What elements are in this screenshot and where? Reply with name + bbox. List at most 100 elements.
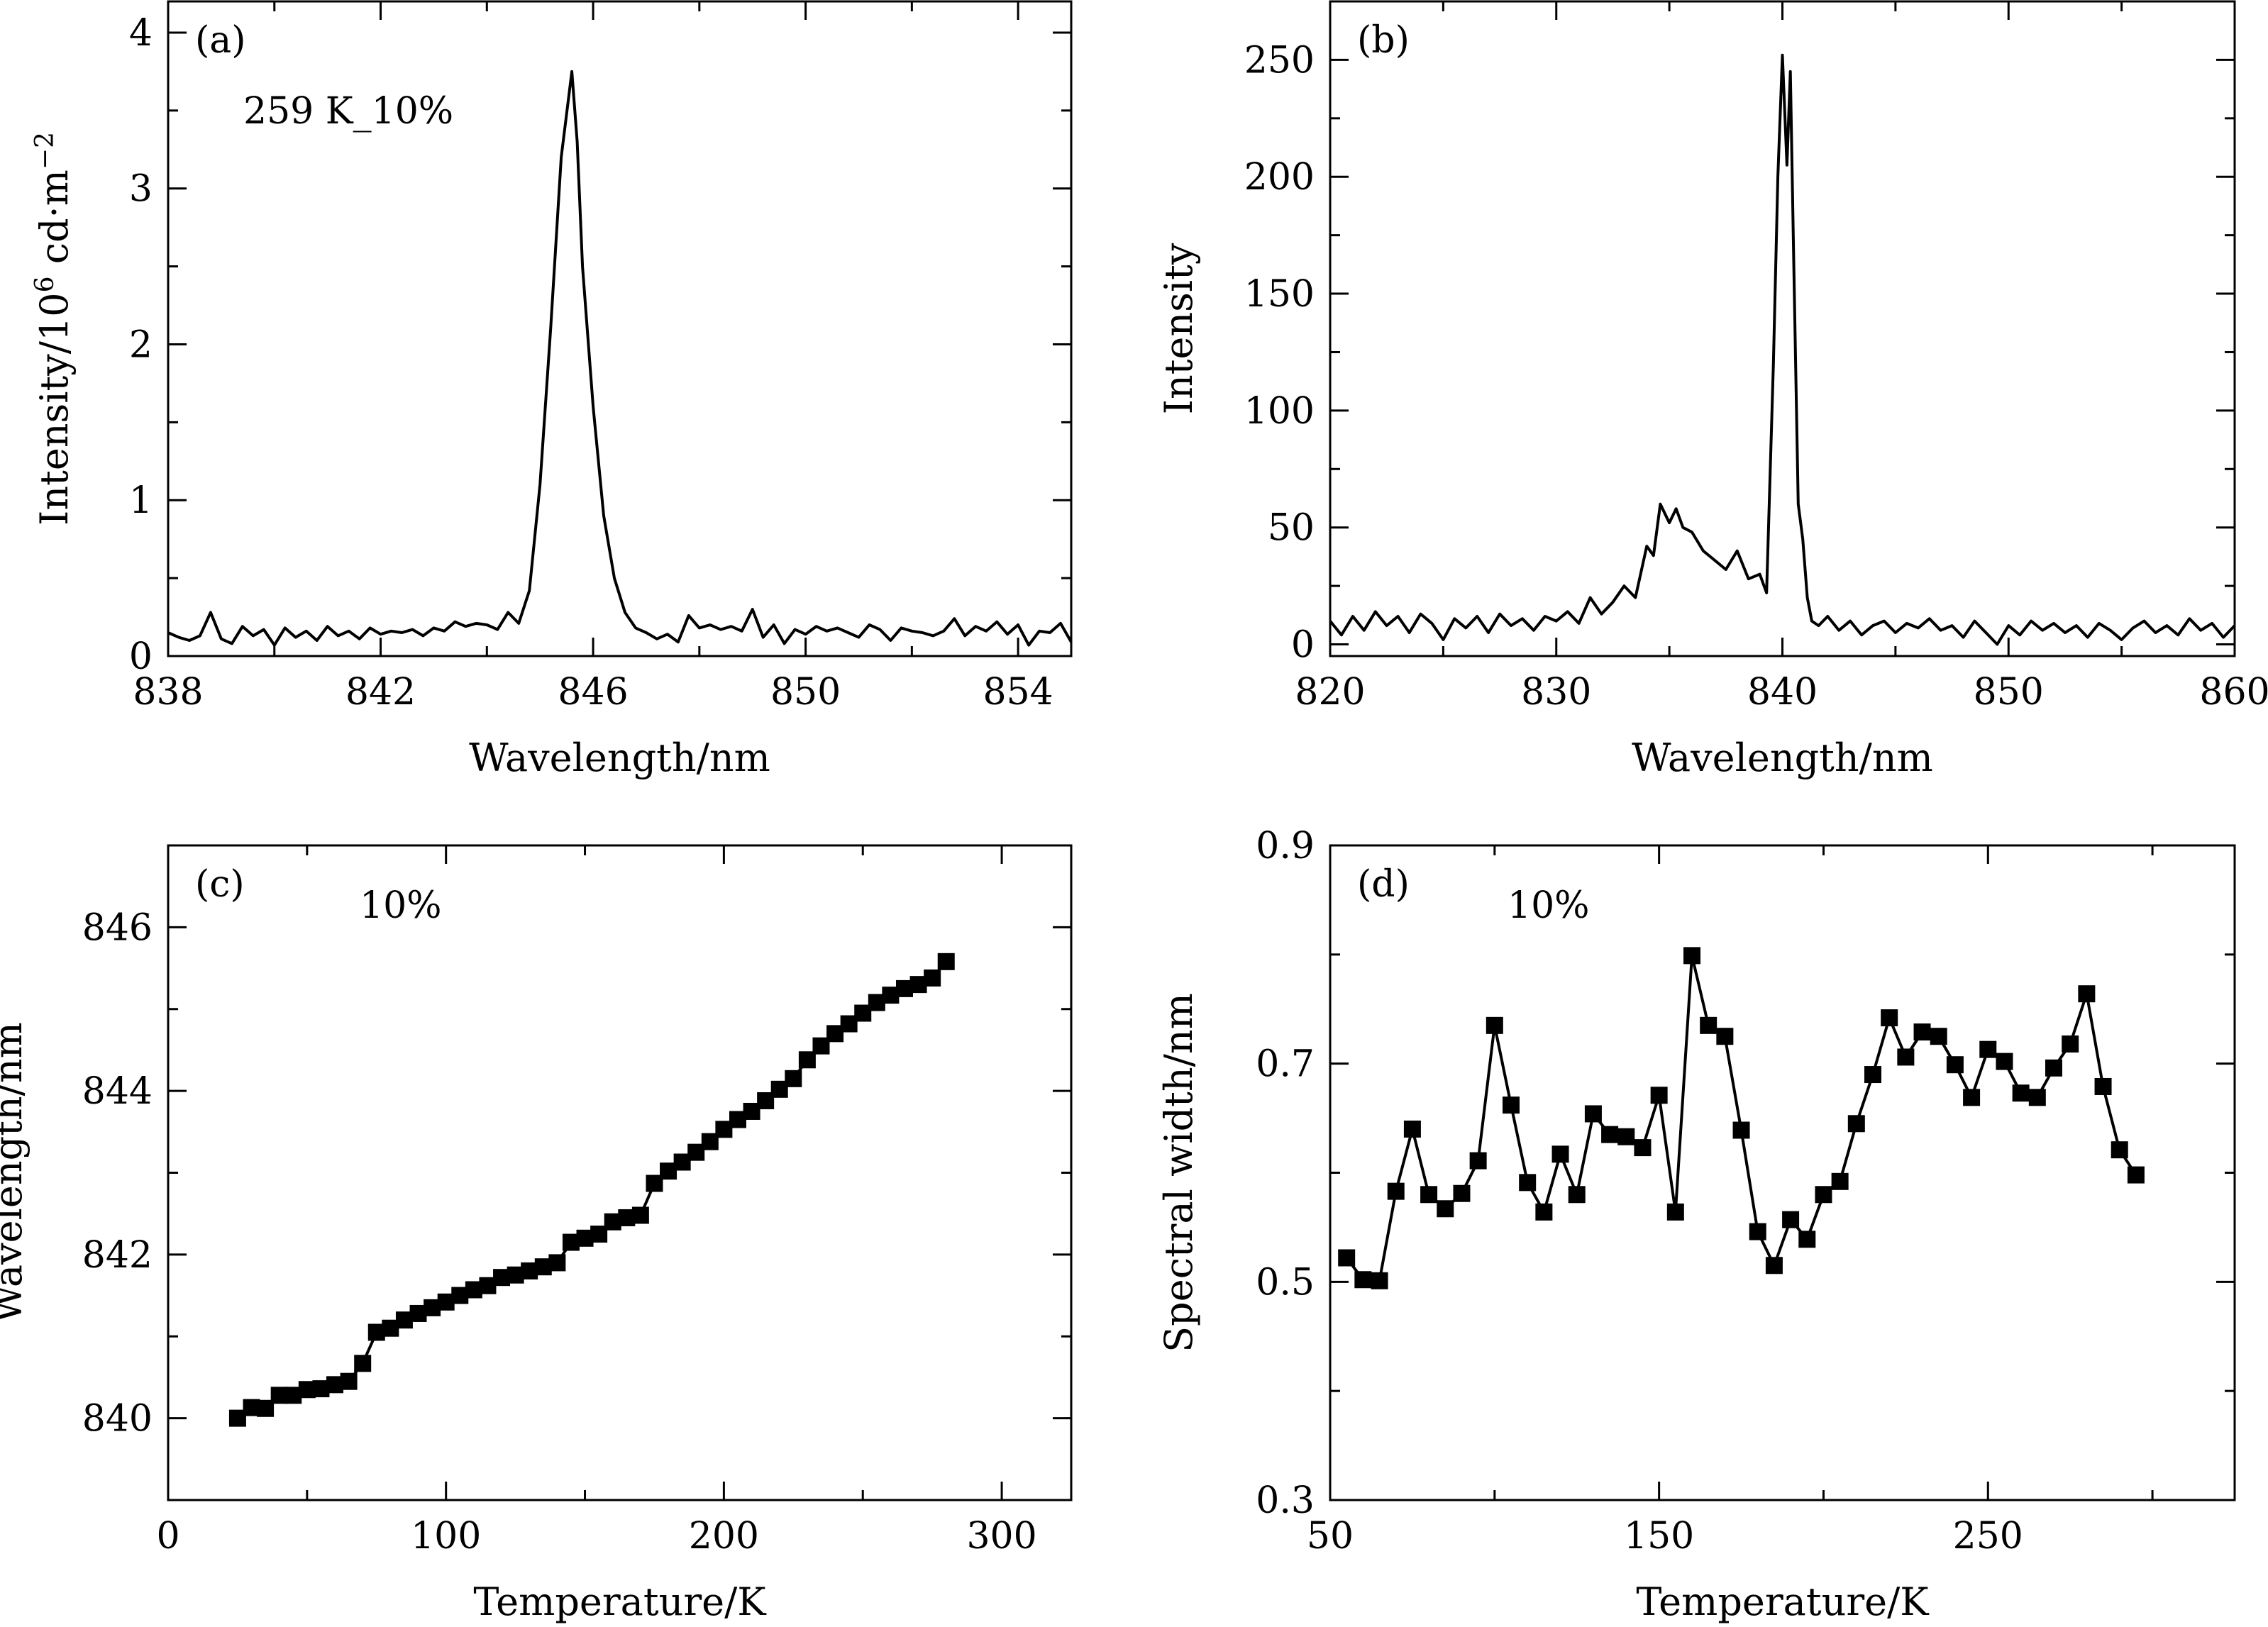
panel-b-y-tick-label: 150 [1244, 273, 1315, 316]
panel-d-data-point [2078, 985, 2096, 1003]
panel-a-x-axis-label: Wavelength/nm [469, 735, 770, 780]
panel-d-data-point [1864, 1066, 1881, 1084]
panel-c-x-tick-label: 300 [966, 1515, 1036, 1557]
panel-d-data-point [1847, 1115, 1865, 1133]
panel-a-x-tick-label: 838 [133, 671, 203, 713]
panel-c-data-point [354, 1355, 372, 1372]
panel-d-x-axis-label: Temperature/K [1636, 1579, 1930, 1624]
panel-a-y-tick-label: 4 [129, 12, 153, 55]
panel-d-data-point [1963, 1089, 1981, 1106]
panel-a-x-tick-label: 854 [983, 671, 1053, 713]
panel-d-data-point [1815, 1186, 1832, 1204]
panel-a-axes-frame [167, 0, 1073, 657]
panel-d-y-tick-label: 0.9 [1256, 825, 1315, 867]
panel-b-x-tick-label: 820 [1295, 671, 1365, 713]
panel-d-y-tick-label: 0.3 [1256, 1479, 1315, 1522]
panel-c-y-axis-label: Wavelength/nm [0, 1022, 31, 1323]
panel-d-data-point [1831, 1172, 1849, 1190]
panel-c-data-point [548, 1254, 566, 1272]
panel-a-y-axis-label: Intensity/106 cd·m−2 [31, 132, 77, 526]
panel-d-data-point [1700, 1016, 1717, 1034]
panel-d-x-tick-label: 250 [1953, 1515, 2023, 1557]
panel-d-data-point [1716, 1028, 1734, 1045]
panel-c-x-tick-label: 0 [156, 1515, 179, 1557]
panel-c: Wavelength/nm [0, 844, 1073, 1501]
panel-d-data-point [1930, 1028, 1947, 1045]
panel-d-data-point [1453, 1184, 1471, 1202]
panel-d-data-point [1535, 1203, 1553, 1221]
panel-d-data-point [1403, 1120, 1421, 1138]
panel-d-data-point [2062, 1035, 2079, 1053]
panel-d-series-line [1345, 954, 2137, 1282]
panel-b-y-tick-label: 0 [1291, 624, 1315, 667]
panel-c-data-point [631, 1206, 649, 1224]
panel-c-annotation: 10% [360, 884, 442, 927]
panel-d-x-tick-label: 150 [1624, 1515, 1694, 1557]
panel-d-data-point [2045, 1059, 2062, 1077]
panel-a-annotation: 259 K_10% [243, 90, 453, 133]
panel-b-y-tick-label: 100 [1244, 390, 1315, 433]
panel-b-y-tick-label: 200 [1244, 156, 1315, 199]
panel-d-x-tick-label: 50 [1307, 1515, 1354, 1557]
panel-d-data-point [1519, 1174, 1537, 1192]
panel-d-data-point [1420, 1186, 1438, 1204]
panel-c-letter: (c) [195, 863, 245, 906]
y-axis-label-unit: cd·m [32, 170, 77, 276]
panel-a-y-tick-label: 3 [129, 168, 153, 211]
y-axis-label-unit-exponent: −2 [31, 132, 60, 170]
panel-d-annotation: 10% [1508, 884, 1590, 927]
panel-b: Intensity [1156, 0, 2236, 657]
panel-c-data-point [937, 953, 955, 970]
panel-a-y-tick-label: 2 [129, 323, 153, 366]
panel-d-data-point [1881, 1009, 1898, 1027]
panel-a-x-tick-label: 846 [558, 671, 628, 713]
panel-c-data-point [924, 969, 941, 987]
panel-a-letter: (a) [195, 19, 246, 62]
panel-d-y-tick-label: 0.5 [1256, 1261, 1315, 1304]
panel-b-series-line [1329, 53, 2236, 646]
panel-b-x-tick-label: 860 [2199, 671, 2268, 713]
panel-d-data-point [1354, 1271, 1372, 1289]
panel-a-y-tick-label: 0 [129, 635, 153, 678]
panel-d-data-point [2094, 1077, 2112, 1095]
y-axis-label-exponent: 6 [31, 276, 60, 292]
panel-d-letter: (d) [1357, 863, 1410, 906]
panel-d-y-axis-label: Spectral width/nm [1156, 993, 1201, 1353]
panel-d-y-tick-label: 0.7 [1256, 1043, 1315, 1086]
panel-b-axes-frame [1329, 0, 2236, 657]
panel-b-x-tick-label: 840 [1747, 671, 1818, 713]
panel-d-data-point [1584, 1105, 1602, 1123]
panel-b-x-tick-label: 850 [1974, 671, 2044, 713]
panel-d-data-point [1749, 1223, 1766, 1240]
panel-a-x-tick-label: 850 [770, 671, 841, 713]
panel-d-data-point [1996, 1053, 2013, 1070]
panel-d-data-point [1437, 1200, 1454, 1218]
panel-d-data-point [1338, 1249, 1356, 1267]
panel-c-x-tick-label: 200 [689, 1515, 759, 1557]
panel-d-data-point [1913, 1023, 1931, 1041]
panel-b-y-tick-label: 50 [1268, 507, 1315, 550]
panel-d-data-point [1469, 1152, 1487, 1170]
panel-d-data-point [1371, 1272, 1388, 1289]
panel-d-data-point [1666, 1203, 1684, 1221]
panel-c-y-tick-label: 842 [82, 1234, 153, 1277]
panel-d-data-point [1683, 947, 1700, 965]
panel-a-series-line [167, 70, 1073, 647]
panel-b-x-tick-label: 830 [1521, 671, 1591, 713]
panel-b-y-axis-label: Intensity [1156, 243, 1201, 414]
panel-a-y-tick-label: 1 [129, 479, 153, 522]
panel-d-data-point [2028, 1089, 2046, 1106]
panel-d-data-point [1782, 1211, 1800, 1228]
panel-d-data-point [1897, 1048, 1915, 1066]
panel-c-y-tick-label: 840 [82, 1398, 153, 1440]
panel-b-letter: (b) [1357, 19, 1410, 62]
panel-c-data-point [785, 1070, 802, 1087]
panel-d: Spectral width/nm [1156, 844, 2236, 1501]
panel-c-y-tick-label: 844 [82, 1070, 153, 1113]
panel-c-data-point [340, 1372, 358, 1390]
panel-d-data-point [1503, 1096, 1520, 1114]
panel-d-data-point [2012, 1084, 2030, 1102]
panel-d-data-point [1551, 1145, 1569, 1163]
panel-a: Intensity/106 cd·m−2 [31, 0, 1073, 657]
